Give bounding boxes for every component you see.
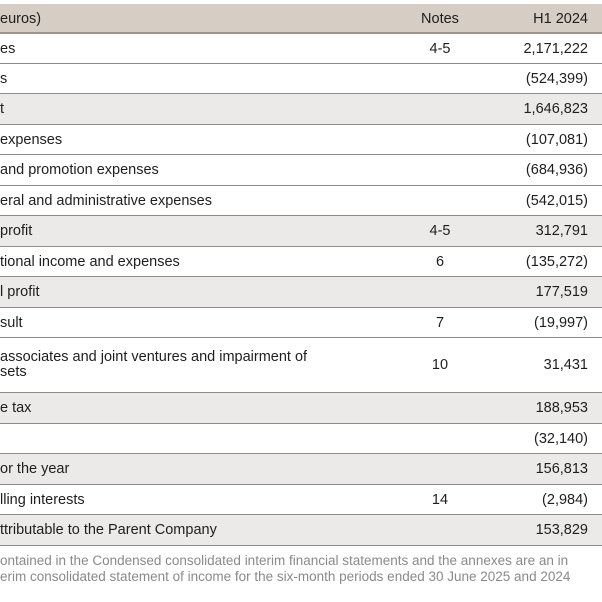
row-value: 312,791: [535, 223, 588, 239]
row-label: s: [0, 70, 8, 87]
table-row: eral and administrative expenses (542,015…: [0, 186, 602, 216]
header-period: H1 2024: [533, 11, 588, 27]
header-notes: Notes: [421, 11, 459, 27]
table-row: sult 7 (19,997): [0, 308, 602, 338]
table-row: t 1,646,823: [0, 94, 602, 125]
row-value: (19,997): [533, 314, 588, 331]
row-note: 14: [431, 491, 449, 508]
row-label: expenses: [0, 131, 63, 148]
row-label: es: [0, 40, 16, 57]
table-row: s (524,399): [0, 64, 602, 94]
row-value: (135,272): [525, 253, 588, 270]
table-row: ttributable to the Parent Company 153,829: [0, 515, 602, 546]
row-label: or the year: [0, 461, 70, 477]
row-value: (684,936): [525, 162, 588, 178]
table-row: or the year 156,813: [0, 454, 602, 485]
table-row: associates and joint ventures and impair…: [0, 338, 602, 393]
row-label-continued: sets: [0, 364, 27, 380]
row-value: (2,984): [542, 491, 588, 508]
row-value: 177,519: [535, 284, 588, 300]
row-value: 156,813: [535, 461, 588, 477]
row-label: ttributable to the Parent Company: [0, 522, 217, 538]
row-value: 2,171,222: [523, 40, 588, 57]
table-row: l profit 177,519: [0, 277, 602, 308]
row-note: 10: [431, 357, 449, 373]
row-note: 4-5: [429, 40, 451, 57]
table-row: es 4-5 2,171,222: [0, 34, 602, 64]
row-value: 1,646,823: [523, 101, 588, 117]
row-value: 31,431: [543, 357, 588, 373]
row-value: (107,081): [525, 131, 588, 148]
table-row: (32,140): [0, 424, 602, 454]
row-value: 153,829: [535, 522, 588, 538]
row-label: profit: [0, 223, 33, 239]
table-row: lling interests 14 (2,984): [0, 485, 602, 515]
row-label: eral and administrative expenses: [0, 192, 212, 209]
table-row: profit 4-5 312,791: [0, 216, 602, 247]
table-header: euros) Notes H1 2024: [0, 4, 602, 34]
row-label: e tax: [0, 400, 32, 416]
table-row: tional income and expenses 6 (135,272): [0, 247, 602, 277]
row-value: (32,140): [533, 430, 588, 447]
row-label: and promotion expenses: [0, 162, 159, 178]
row-label: lling interests: [0, 491, 85, 508]
table-row: expenses (107,081): [0, 125, 602, 155]
row-label: t: [0, 101, 5, 117]
table-row: and promotion expenses (684,936): [0, 155, 602, 186]
row-label: l profit: [0, 284, 40, 300]
row-label: sult: [0, 314, 23, 331]
row-value: 188,953: [535, 400, 588, 416]
row-value: (524,399): [525, 70, 588, 87]
row-note: 6: [435, 253, 445, 270]
row-value: (542,015): [525, 192, 588, 209]
row-note: 4-5: [429, 223, 451, 239]
row-note: 7: [435, 314, 445, 331]
footnote-line-1: ontained in the Condensed consolidated i…: [0, 553, 569, 568]
header-label: euros): [0, 11, 42, 27]
row-label: tional income and expenses: [0, 253, 180, 270]
row-label: associates and joint ventures and impair…: [0, 349, 308, 365]
footnote-line-2: erim consolidated statement of income fo…: [0, 569, 571, 584]
table-row: e tax 188,953: [0, 393, 602, 424]
